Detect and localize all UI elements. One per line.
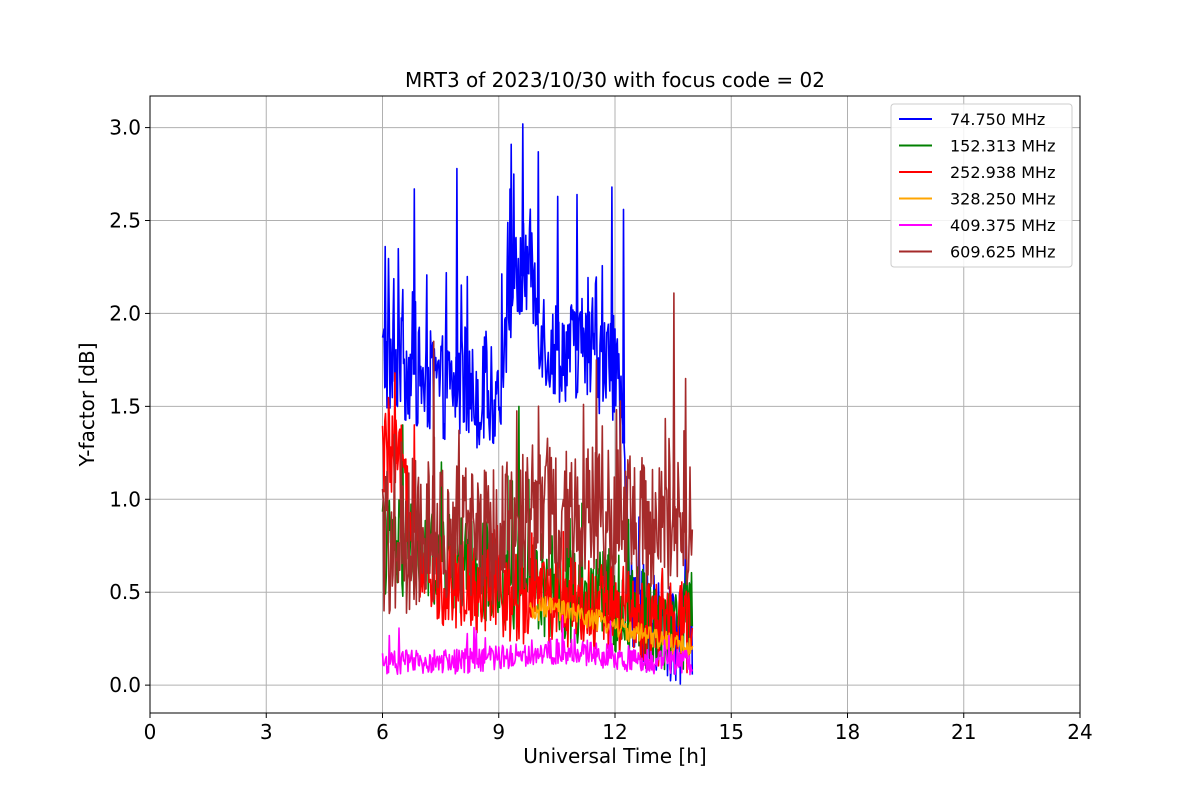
series-line-74-750-mhz bbox=[381, 123, 694, 685]
y-axis-label: Y-factor [dB] bbox=[75, 342, 99, 467]
legend-label: 409.375 MHz bbox=[950, 216, 1055, 235]
y-tick-label: 3.0 bbox=[109, 116, 141, 140]
series-line-609-625-mhz bbox=[381, 292, 694, 615]
x-axis-label: Universal Time [h] bbox=[523, 744, 706, 768]
x-tick-label: 15 bbox=[719, 720, 744, 744]
x-tick-label: 18 bbox=[835, 720, 860, 744]
plot-series bbox=[381, 123, 694, 685]
y-tick-label: 1.0 bbox=[109, 487, 141, 511]
series-line-409-375-mhz bbox=[381, 614, 694, 676]
x-tick-label: 24 bbox=[1067, 720, 1092, 744]
x-tick-label: 3 bbox=[260, 720, 273, 744]
y-tick-label: 1.5 bbox=[109, 394, 141, 418]
legend-label: 609.625 MHz bbox=[950, 243, 1055, 262]
x-tick-label: 9 bbox=[492, 720, 505, 744]
y-tick-label: 0.0 bbox=[109, 673, 141, 697]
y-tick-label: 2.5 bbox=[109, 209, 141, 233]
legend-label: 328.250 MHz bbox=[950, 190, 1055, 209]
chart-title: MRT3 of 2023/10/30 with focus code = 02 bbox=[405, 68, 825, 92]
x-tick-label: 6 bbox=[376, 720, 389, 744]
axis-ticks: 0 3 6 9 12 15 18 21 24 0.0 0.5 1.0 1.5 2.0 2.5 3.0 bbox=[109, 116, 1093, 744]
legend-label: 252.938 MHz bbox=[950, 163, 1055, 182]
legend-label: 152.313 MHz bbox=[950, 137, 1055, 156]
legend-label: 74.750 MHz bbox=[950, 110, 1045, 129]
legend-box bbox=[890, 103, 1073, 268]
y-tick-label: 2.0 bbox=[109, 301, 141, 325]
x-tick-label: 0 bbox=[144, 720, 157, 744]
x-tick-label: 12 bbox=[602, 720, 627, 744]
y-tick-label: 0.5 bbox=[109, 580, 141, 604]
chart-legend: 74.750 MHz 152.313 MHz 252.938 MHz 328.250 … bbox=[890, 103, 1073, 268]
x-tick-label: 21 bbox=[951, 720, 976, 744]
